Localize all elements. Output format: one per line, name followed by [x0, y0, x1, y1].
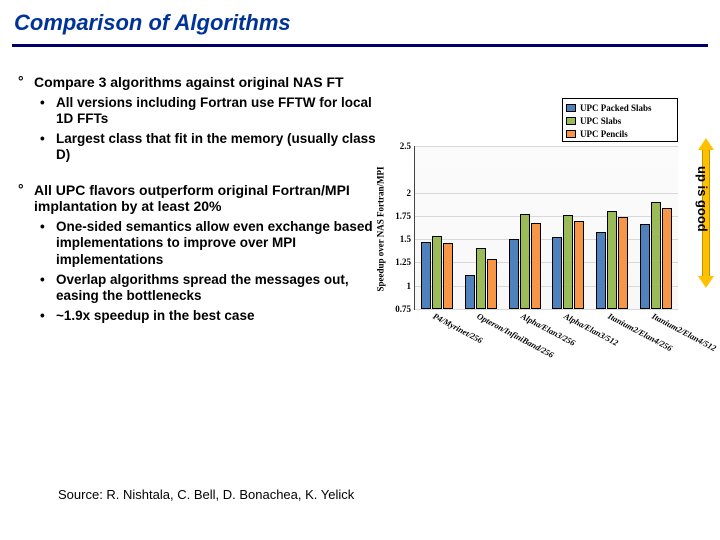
bar	[563, 215, 573, 309]
legend-row: UPC Packed Slabs	[566, 101, 674, 114]
bar	[651, 202, 661, 309]
bar	[574, 221, 584, 309]
bullet-g2-sub2: Overlap algorithms spread the messages o…	[40, 272, 386, 304]
slide-title: Comparison of Algorithms	[14, 10, 291, 36]
legend-label: UPC Slabs	[580, 116, 621, 126]
title-underline	[12, 44, 708, 47]
legend-row: UPC Slabs	[566, 114, 674, 127]
y-tick-label: 2	[407, 188, 416, 198]
bar	[421, 242, 431, 309]
y-tick-label: 1	[407, 281, 416, 291]
bar-group: Opteron/InfiniBand/256	[459, 146, 503, 309]
bar-groups: P4/Myrinet/256Opteron/InfiniBand/256Alph…	[415, 146, 678, 309]
bar	[662, 208, 672, 309]
bar	[607, 211, 617, 309]
bar	[432, 236, 442, 309]
y-tick-label: 1.25	[395, 257, 415, 267]
legend-label: UPC Packed Slabs	[580, 103, 652, 113]
source-citation: Source: R. Nishtala, C. Bell, D. Bonache…	[58, 487, 354, 502]
bar	[618, 217, 628, 309]
bar	[476, 248, 486, 309]
bar	[443, 243, 453, 309]
bullet-content: Compare 3 algorithms against original NA…	[18, 74, 386, 328]
y-tick-label: 1.5	[400, 234, 415, 244]
y-tick-label: 2.5	[400, 141, 415, 151]
bar	[520, 214, 530, 309]
bar-group: Alpha/Elan3/512	[546, 146, 590, 309]
bullet-g2-sub3: ~1.9x speedup in the best case	[40, 308, 386, 324]
legend-row: UPC Pencils	[566, 127, 674, 140]
bar-group: Alpha/Elan3/256	[503, 146, 547, 309]
bar	[465, 275, 475, 309]
bullet-g1-sub2: Largest class that fit in the memory (us…	[40, 131, 386, 163]
bar	[552, 237, 562, 309]
plot-area: 0.7511.251.51.7522.5P4/Myrinet/256Optero…	[414, 146, 678, 310]
gridline	[415, 309, 678, 310]
bar-group: Itanium2/Elan4/512	[634, 146, 678, 309]
bullet-g1-sub1: All versions including Fortran use FFTW …	[40, 95, 386, 127]
bar-group: P4/Myrinet/256	[415, 146, 459, 309]
bullet-g1: Compare 3 algorithms against original NA…	[18, 74, 386, 91]
bar	[640, 224, 650, 309]
slide-root: Comparison of Algorithms Compare 3 algor…	[0, 0, 720, 540]
chart-legend: UPC Packed Slabs UPC Slabs UPC Pencils	[562, 98, 678, 142]
bullet-g2: All UPC flavors outperform original Fort…	[18, 182, 386, 216]
bullet-g2-sub1: One-sided semantics allow even exchange …	[40, 219, 386, 268]
y-tick-label: 1.75	[395, 211, 415, 221]
speedup-chart: UPC Packed Slabs UPC Slabs UPC Pencils S…	[388, 96, 684, 358]
y-tick-label: 0.75	[395, 304, 415, 314]
arrow-label: up is good	[696, 148, 710, 280]
bar	[531, 223, 541, 309]
x-tick-label: Opteron/InfiniBand/256	[475, 311, 555, 360]
legend-swatch	[566, 117, 576, 125]
bar	[509, 239, 519, 309]
legend-swatch	[566, 104, 576, 112]
bar-group: Itanium2/Elan4/256	[590, 146, 634, 309]
bar	[596, 232, 606, 309]
bar	[487, 259, 497, 309]
legend-swatch	[566, 130, 576, 138]
legend-label: UPC Pencils	[580, 129, 628, 139]
